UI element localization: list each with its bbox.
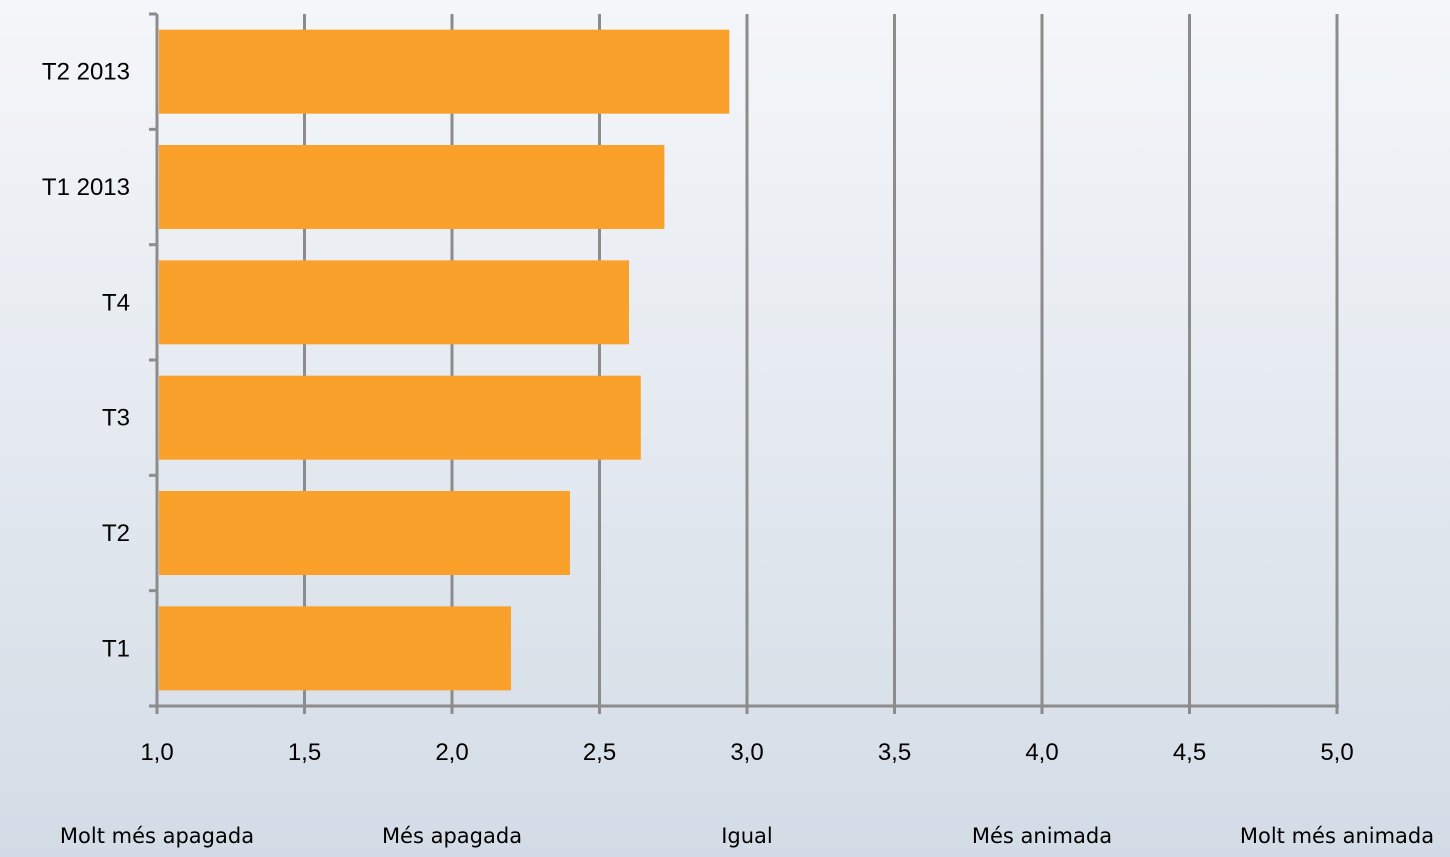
x-tick-label: 3,0	[730, 739, 763, 766]
bar	[159, 606, 511, 691]
scale-label: Més apagada	[382, 824, 522, 848]
scale-label: Molt més animada	[1240, 824, 1434, 848]
scale-label: Molt més apagada	[60, 824, 254, 848]
category-label: T4	[102, 289, 130, 316]
category-label: T3	[102, 405, 130, 432]
labels: T1 T2 T3 T4 T1 2013 T2 2013 1,0 1,5 2,0 2,5 3,0 3,5…	[42, 59, 1434, 848]
x-tick-label: 4,0	[1025, 739, 1058, 766]
category-label: T2 2013	[42, 59, 130, 86]
x-tick-label: 4,5	[1173, 739, 1206, 766]
x-tick-label: 2,0	[435, 739, 468, 766]
bar	[159, 491, 570, 575]
bar	[159, 260, 629, 345]
x-tick-label: 1,5	[288, 739, 321, 766]
category-label: T1 2013	[42, 174, 130, 201]
bar	[159, 145, 665, 229]
bar	[159, 375, 641, 460]
axes	[149, 12, 1339, 714]
x-tick-label: 2,5	[583, 739, 616, 766]
gridlines	[303, 14, 1339, 706]
scale-label: Més animada	[972, 824, 1112, 848]
scale-label: Igual	[721, 824, 773, 848]
category-label: T1	[102, 635, 130, 662]
x-tick-label: 3,5	[878, 739, 911, 766]
x-tick-label: 5,0	[1320, 739, 1353, 766]
bar	[159, 29, 730, 114]
bars	[159, 29, 730, 691]
x-tick-label: 1,0	[140, 739, 173, 766]
category-label: T2	[102, 520, 130, 547]
